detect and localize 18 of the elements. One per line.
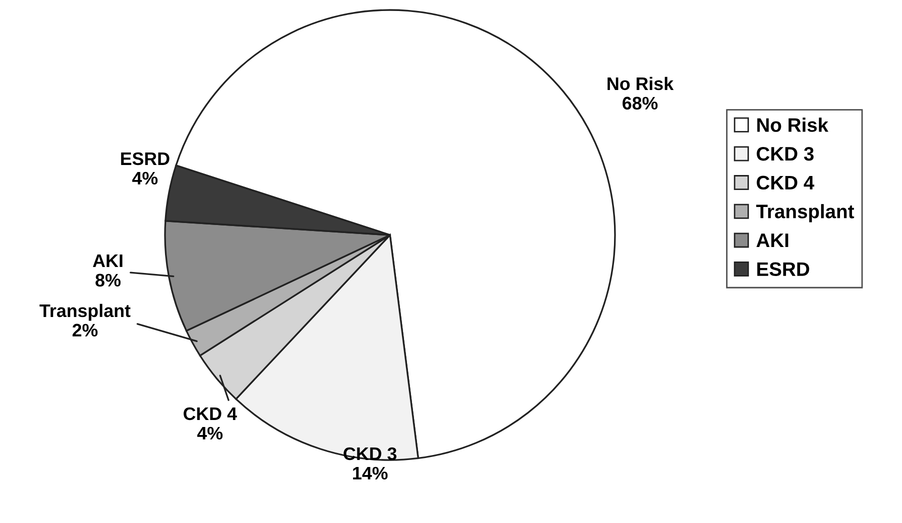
slice-label: No Risk [608, 76, 674, 90]
data-label: 68% [622, 96, 658, 110]
slice-label: Transplant [40, 304, 130, 321]
data-label: 8% [96, 274, 121, 287]
legend-label: No Risk [757, 118, 828, 132]
data-label: 4% [197, 426, 223, 440]
data-label: 4% [132, 172, 158, 185]
legend-label: CKD 3 [756, 146, 814, 161]
slice-label: AKI [92, 254, 122, 267]
legend-label: Transplant [756, 204, 854, 222]
data-label: 14% [353, 466, 388, 480]
legend-label: AKI [756, 234, 788, 247]
legend-label: CKD 4 [756, 176, 814, 190]
slice-label: ESRD [121, 152, 170, 166]
data-label: 2% [72, 324, 98, 337]
slice-label: CKD 4 [184, 407, 237, 420]
legend-label: ESRD [757, 262, 810, 276]
slice-label: CKD 3 [344, 447, 396, 460]
